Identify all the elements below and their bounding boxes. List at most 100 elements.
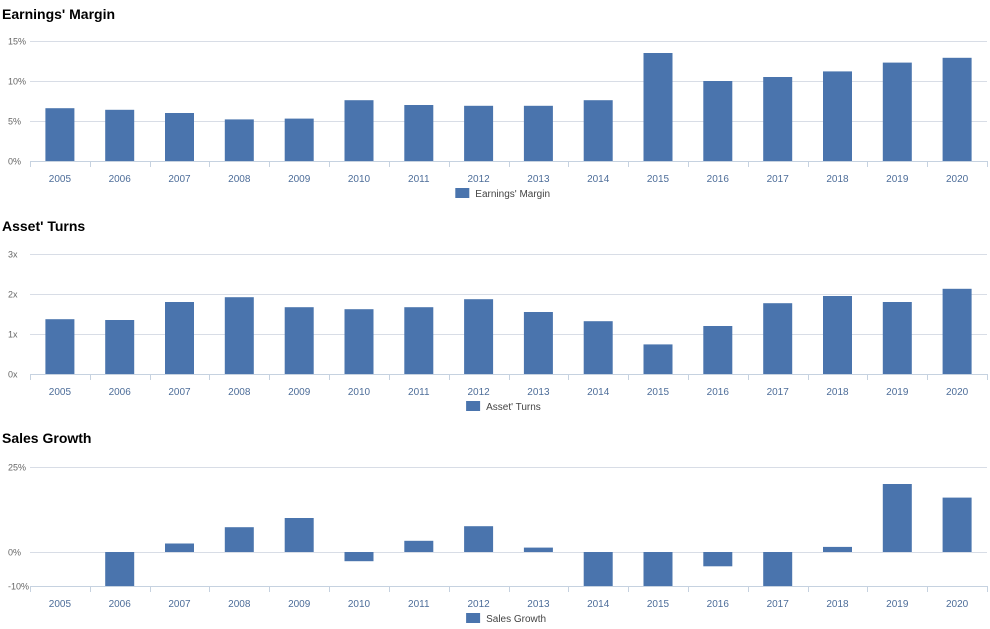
bar-2012[interactable] <box>464 299 494 374</box>
bar-2007[interactable] <box>165 302 194 374</box>
y-tick-label: 0x <box>8 370 18 380</box>
bar-2019[interactable] <box>882 484 912 552</box>
legend-swatch <box>466 401 481 411</box>
y-tick-label: 2x <box>8 290 18 300</box>
legend-swatch <box>455 188 470 198</box>
bar-2011[interactable] <box>404 540 434 552</box>
bar-2013[interactable] <box>523 312 553 374</box>
bar-2013[interactable] <box>523 547 553 552</box>
legend-swatch <box>466 613 481 623</box>
bar-2020[interactable] <box>942 57 972 161</box>
bar-2009[interactable] <box>284 518 314 552</box>
bar-2018[interactable] <box>823 546 852 552</box>
bar-2017[interactable] <box>763 77 793 161</box>
bar-2008[interactable] <box>224 527 254 552</box>
bar-2013[interactable] <box>523 105 553 161</box>
bar-2008[interactable] <box>224 297 254 374</box>
x-tick-label: 2020 <box>946 599 969 610</box>
x-tick-label: 2008 <box>228 174 251 185</box>
sales-growth-chart: -10% 0% 25% 2005 2006 2007 2008 2009 2010 2011 201… <box>8 463 988 625</box>
x-tick-label: 2013 <box>527 599 550 610</box>
x-tick-label: 2020 <box>946 174 969 185</box>
bar-2014[interactable] <box>583 100 613 161</box>
bar-2015[interactable] <box>643 344 673 374</box>
bar-2006[interactable] <box>105 320 135 374</box>
bar-2006[interactable] <box>105 552 135 586</box>
x-tick-label: 2015 <box>647 599 670 610</box>
x-tick-label: 2006 <box>109 174 132 185</box>
x-tick-label: 2016 <box>707 387 730 398</box>
y-tick-label: 10% <box>8 77 26 87</box>
x-tick-label: 2007 <box>168 387 191 398</box>
x-tick-label: 2012 <box>467 174 490 185</box>
y-tick-label: -10% <box>8 582 29 592</box>
bar-2005[interactable] <box>45 108 75 161</box>
x-tick-label: 2013 <box>527 174 550 185</box>
x-tick-label: 2009 <box>288 599 311 610</box>
bar-2016[interactable] <box>703 552 733 567</box>
bar-2008[interactable] <box>224 119 254 161</box>
chart-title-earnings-margin: Earnings' Margin <box>2 6 116 22</box>
legend: Sales Growth <box>466 613 546 625</box>
bar-2011[interactable] <box>404 105 434 161</box>
x-tick-label: 2007 <box>168 174 191 185</box>
x-tick-label: 2014 <box>587 599 610 610</box>
bar-2016[interactable] <box>703 326 733 374</box>
bar-2014[interactable] <box>583 552 613 586</box>
x-tick-label: 2014 <box>587 174 610 185</box>
bar-2019[interactable] <box>882 302 912 374</box>
x-tick-label: 2010 <box>348 174 371 185</box>
bar-2010[interactable] <box>344 552 374 562</box>
bar-2018[interactable] <box>823 296 852 374</box>
bar-2007[interactable] <box>165 113 194 161</box>
bar-2015[interactable] <box>643 552 673 586</box>
x-tick-label: 2016 <box>707 599 730 610</box>
x-tick-label: 2018 <box>826 174 849 185</box>
x-tick-label: 2006 <box>109 387 132 398</box>
bar-2010[interactable] <box>344 309 374 374</box>
y-tick-label: 25% <box>8 463 26 473</box>
x-tick-label: 2009 <box>288 387 311 398</box>
x-tick-label: 2018 <box>826 387 849 398</box>
x-tick-label: 2015 <box>647 387 670 398</box>
x-tick-label: 2010 <box>348 599 371 610</box>
y-tick-label: 15% <box>8 37 26 47</box>
legend-label: Earnings' Margin <box>475 189 550 200</box>
bar-2020[interactable] <box>942 497 972 552</box>
legend-label: Asset' Turns <box>486 402 541 413</box>
legend: Asset' Turns <box>466 401 541 413</box>
asset-turns-chart: 0x 1x 2x 3x 2005 2006 2007 2008 2009 2010 2011 2012… <box>8 250 988 413</box>
x-tick-label: 2005 <box>49 599 72 610</box>
x-tick-label: 2006 <box>109 599 132 610</box>
bar-2017[interactable] <box>763 552 793 586</box>
bar-2012[interactable] <box>464 105 494 161</box>
bar-2012[interactable] <box>464 526 494 552</box>
x-tick-label: 2017 <box>767 599 790 610</box>
y-tick-label: 0% <box>8 157 21 167</box>
y-tick-label: 1x <box>8 330 18 340</box>
x-tick-label: 2012 <box>467 599 490 610</box>
bar-2011[interactable] <box>404 307 434 374</box>
x-tick-label: 2019 <box>886 387 909 398</box>
bar-2005[interactable] <box>45 319 75 374</box>
bar-2017[interactable] <box>763 303 793 374</box>
bar-2007[interactable] <box>165 543 194 553</box>
bar-2020[interactable] <box>942 288 972 374</box>
x-tick-label: 2014 <box>587 387 610 398</box>
bar-2009[interactable] <box>284 307 314 374</box>
bar-2016[interactable] <box>703 81 733 161</box>
x-tick-label: 2008 <box>228 599 251 610</box>
x-tick-label: 2005 <box>49 387 72 398</box>
bar-2019[interactable] <box>882 62 912 161</box>
x-tick-label: 2009 <box>288 174 311 185</box>
bar-2010[interactable] <box>344 100 374 161</box>
bar-2009[interactable] <box>284 118 314 161</box>
x-tick-label: 2011 <box>408 599 430 610</box>
x-tick-label: 2012 <box>467 387 490 398</box>
bar-2018[interactable] <box>823 71 852 161</box>
chart-title-asset-turns: Asset' Turns <box>2 218 86 234</box>
bar-2014[interactable] <box>583 321 613 374</box>
bar-2015[interactable] <box>643 53 673 161</box>
bar-2006[interactable] <box>105 109 135 161</box>
x-tick-label: 2005 <box>49 174 72 185</box>
